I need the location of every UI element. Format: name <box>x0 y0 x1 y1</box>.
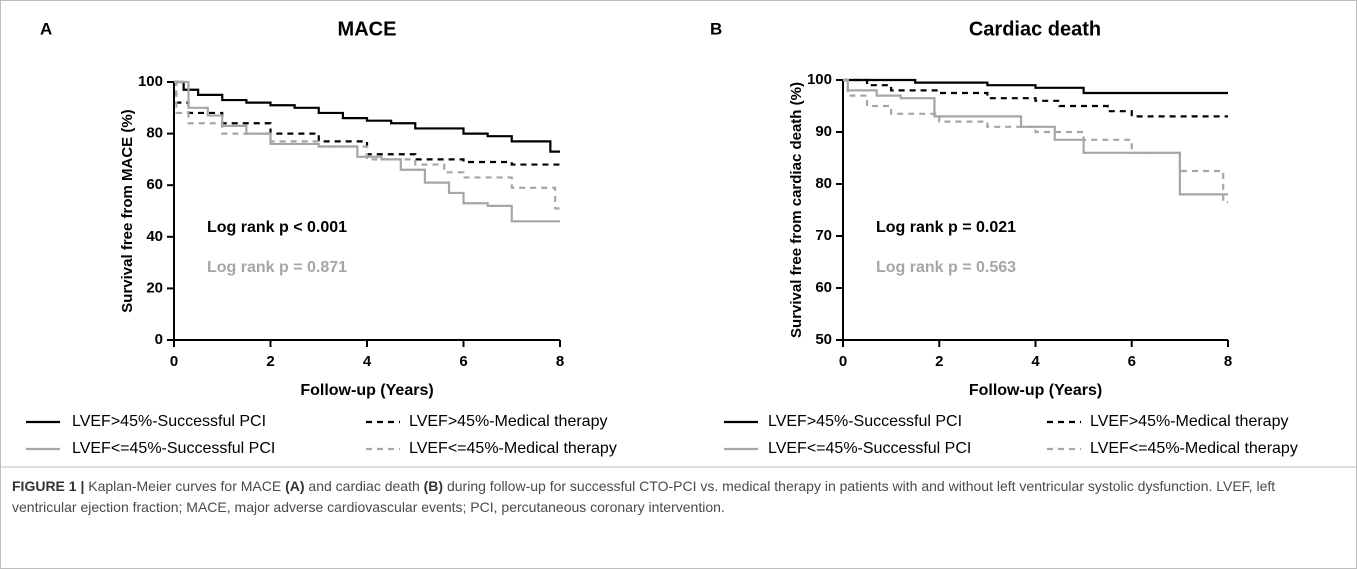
y-tick-label: 100 <box>138 73 163 90</box>
x-tick-label: 6 <box>459 353 467 370</box>
x-axis-label: Follow-up (Years) <box>300 382 433 399</box>
survival-curve <box>843 78 1228 196</box>
annotation: Log rank p = 0.563 <box>876 259 1016 276</box>
survival-curve <box>174 80 560 223</box>
y-tick-label: 90 <box>815 123 832 140</box>
x-tick-label: 4 <box>363 353 372 370</box>
caption-text: and cardiac death <box>304 478 424 494</box>
chart-title: Cardiac death <box>969 18 1101 40</box>
legend-label: LVEF<=45%-Successful PCI <box>768 440 971 457</box>
y-tick-label: 50 <box>815 331 832 348</box>
y-tick-label: 20 <box>146 279 163 296</box>
x-axis-label: Follow-up (Years) <box>969 382 1102 399</box>
caption-text: FIGURE 1 | <box>12 478 85 494</box>
y-tick-label: 80 <box>146 125 163 142</box>
x-tick-label: 2 <box>935 353 943 370</box>
panel-label: A <box>40 19 52 38</box>
x-tick-label: 8 <box>1224 353 1232 370</box>
x-tick-label: 0 <box>170 353 178 370</box>
legend-label: LVEF>45%-Successful PCI <box>768 413 962 430</box>
annotation: Log rank p = 0.021 <box>876 219 1016 236</box>
survival-curve <box>843 78 1228 118</box>
chart-title: MACE <box>338 18 397 40</box>
survival-curve <box>843 78 1228 95</box>
x-tick-label: 4 <box>1031 353 1040 370</box>
survival-curve <box>843 78 1228 204</box>
y-tick-label: 40 <box>146 228 163 245</box>
panel-label: B <box>710 19 722 38</box>
caption: FIGURE 1 | Kaplan-Meier curves for MACE … <box>12 476 1332 518</box>
legend-label: LVEF>45%-Successful PCI <box>72 413 266 430</box>
caption-text: Kaplan-Meier curves for MACE <box>84 478 286 494</box>
y-tick-label: 60 <box>146 176 163 193</box>
caption-text: (B) <box>423 478 444 494</box>
x-tick-label: 2 <box>266 353 274 370</box>
legend-label: LVEF<=45%-Successful PCI <box>72 440 275 457</box>
y-tick-label: 0 <box>155 331 163 348</box>
annotation: Log rank p < 0.001 <box>207 219 347 236</box>
legend-label: LVEF>45%-Medical therapy <box>1090 413 1288 430</box>
legend-label: LVEF>45%-Medical therapy <box>409 413 607 430</box>
y-axis-label: Survival free from cardiac death (%) <box>788 82 805 338</box>
y-tick-label: 80 <box>815 175 832 192</box>
y-tick-label: 70 <box>815 227 832 244</box>
annotation: Log rank p = 0.871 <box>207 259 347 276</box>
x-tick-label: 6 <box>1128 353 1136 370</box>
y-axis-label: Survival free from MACE (%) <box>119 109 136 312</box>
survival-curve <box>174 80 560 153</box>
caption-text: during follow-up for successful CTO-PCI … <box>12 478 1276 515</box>
x-tick-label: 0 <box>839 353 847 370</box>
y-tick-label: 60 <box>815 279 832 296</box>
x-tick-label: 8 <box>556 353 564 370</box>
survival-curve <box>174 80 560 210</box>
y-tick-label: 100 <box>807 71 832 88</box>
caption-text: (A) <box>285 478 305 494</box>
legend-label: LVEF<=45%-Medical therapy <box>409 440 617 457</box>
legend-label: LVEF<=45%-Medical therapy <box>1090 440 1298 457</box>
